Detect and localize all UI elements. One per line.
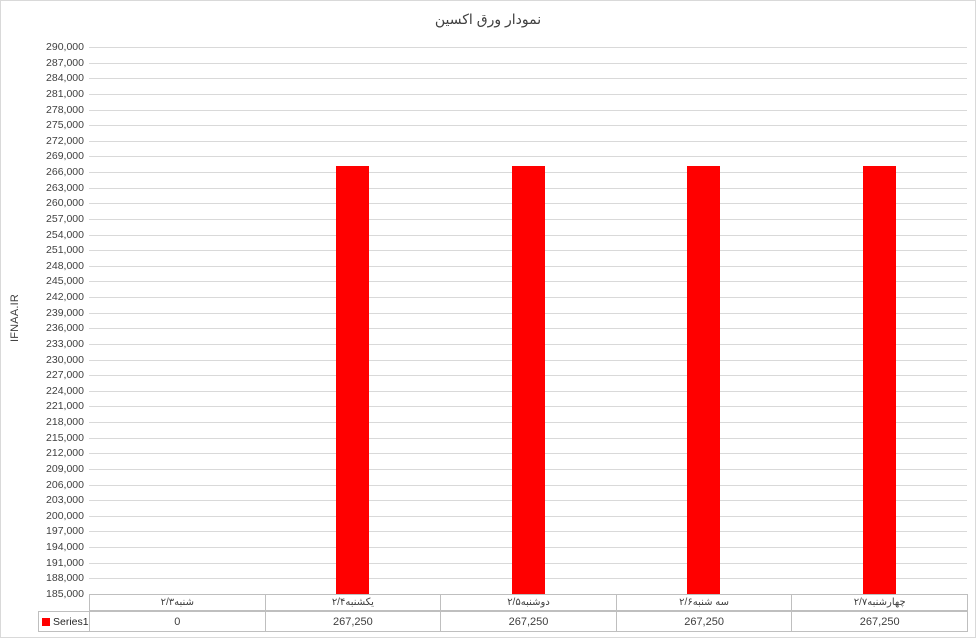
gridline <box>89 125 967 127</box>
table-value-cell-2: 267,250 <box>264 611 442 632</box>
y-tick-label: 212,000 <box>46 447 84 460</box>
gridline <box>89 156 967 158</box>
y-tick-label: 233,000 <box>46 337 84 350</box>
y-tick-label: 281,000 <box>46 87 84 100</box>
y-tick-label: 203,000 <box>46 494 84 507</box>
y-tick-label: 239,000 <box>46 306 84 319</box>
table-value-cell-4: 267,250 <box>615 611 793 632</box>
legend-color-swatch-icon <box>42 617 50 626</box>
table-header-category-5: چهارشنبه۲/۷ <box>791 594 968 611</box>
table-header-category-2: یکشنبه۲/۴ <box>264 594 442 611</box>
gridline <box>89 93 967 95</box>
y-tick-label: 242,000 <box>46 291 84 304</box>
table-header-category-4: سه شنبه۲/۶ <box>615 594 793 611</box>
y-tick-label: 287,000 <box>46 56 84 69</box>
y-tick-label: 194,000 <box>46 541 84 554</box>
table-value-cell-1: 0 <box>89 611 266 632</box>
table-header-category-3: دوشنبه۲/۵ <box>440 594 617 611</box>
y-tick-label: 278,000 <box>46 103 84 116</box>
table-value-cell-3: 267,250 <box>440 611 617 632</box>
legend-series-label: Series1 <box>53 615 89 628</box>
y-tick-label: 218,000 <box>46 416 84 429</box>
chart-title: نمودار ورق اکسین <box>434 11 542 27</box>
y-tick-label: 254,000 <box>46 228 84 241</box>
table-header-category-1: شنبه۲/۳ <box>89 594 266 611</box>
gridline <box>89 140 967 142</box>
y-tick-label: 185,000 <box>46 588 84 600</box>
y-tick-label: 260,000 <box>46 197 84 210</box>
gridline <box>89 47 967 48</box>
y-tick-label: 236,000 <box>46 322 84 335</box>
y-tick-label: 221,000 <box>46 400 84 413</box>
y-tick-label: 188,000 <box>46 572 84 585</box>
y-tick-label: 200,000 <box>46 509 84 522</box>
y-tick-label: 209,000 <box>46 462 84 475</box>
gridline <box>89 62 967 64</box>
y-tick-label: 269,000 <box>46 150 84 163</box>
gridline <box>89 78 967 80</box>
bar-4 <box>687 165 721 594</box>
bar-5 <box>862 165 896 594</box>
y-tick-label: 275,000 <box>46 119 84 132</box>
y-tick-label: 272,000 <box>46 134 84 147</box>
y-tick-label: 251,000 <box>46 244 84 257</box>
y-tick-label: 206,000 <box>46 478 84 491</box>
bar-2 <box>335 165 369 594</box>
plot-area <box>89 47 967 594</box>
y-tick-label: 224,000 <box>46 384 84 397</box>
y-tick-label: 197,000 <box>46 525 84 538</box>
y-tick-label: 230,000 <box>46 353 84 366</box>
y-tick-label: 290,000 <box>46 41 84 53</box>
table-value-cell-5: 267,250 <box>791 611 968 632</box>
y-tick-label: 227,000 <box>46 369 84 382</box>
y-tick-label: 245,000 <box>46 275 84 288</box>
y-tick-label: 284,000 <box>46 72 84 85</box>
legend-series-cell: Series1 <box>38 611 90 632</box>
y-tick-label: 191,000 <box>46 556 84 569</box>
y-tick-label: 248,000 <box>46 259 84 272</box>
y-tick-label: 215,000 <box>46 431 84 444</box>
y-tick-label: 263,000 <box>46 181 84 194</box>
gridline <box>89 109 967 111</box>
y-tick-label: 257,000 <box>46 212 84 225</box>
y-tick-label: 266,000 <box>46 166 84 179</box>
bar-3 <box>511 165 545 594</box>
